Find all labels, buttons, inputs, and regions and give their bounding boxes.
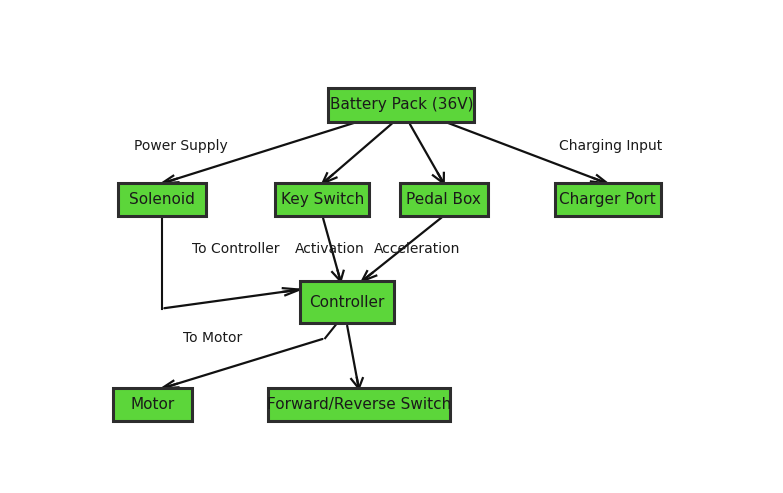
Bar: [268, 388, 450, 421]
Text: Solenoid: Solenoid: [128, 192, 194, 207]
Bar: [554, 183, 661, 216]
Text: To Motor: To Motor: [183, 331, 242, 345]
Bar: [329, 88, 474, 122]
Text: Charger Port: Charger Port: [559, 192, 656, 207]
Bar: [117, 183, 206, 216]
Text: Activation: Activation: [295, 242, 365, 256]
Bar: [400, 183, 488, 216]
Text: Charging Input: Charging Input: [559, 140, 662, 153]
Text: Acceleration: Acceleration: [374, 242, 460, 256]
Text: Motor: Motor: [130, 397, 175, 412]
Text: Forward/Reverse Switch: Forward/Reverse Switch: [267, 397, 451, 412]
Text: To Controller: To Controller: [192, 242, 280, 256]
Bar: [113, 388, 192, 421]
Bar: [300, 281, 394, 323]
Text: Pedal Box: Pedal Box: [406, 192, 482, 207]
Text: Key Switch: Key Switch: [281, 192, 364, 207]
Text: Battery Pack (36V): Battery Pack (36V): [330, 97, 473, 112]
Bar: [276, 183, 370, 216]
Text: Controller: Controller: [309, 295, 384, 310]
Text: Power Supply: Power Supply: [135, 140, 228, 153]
